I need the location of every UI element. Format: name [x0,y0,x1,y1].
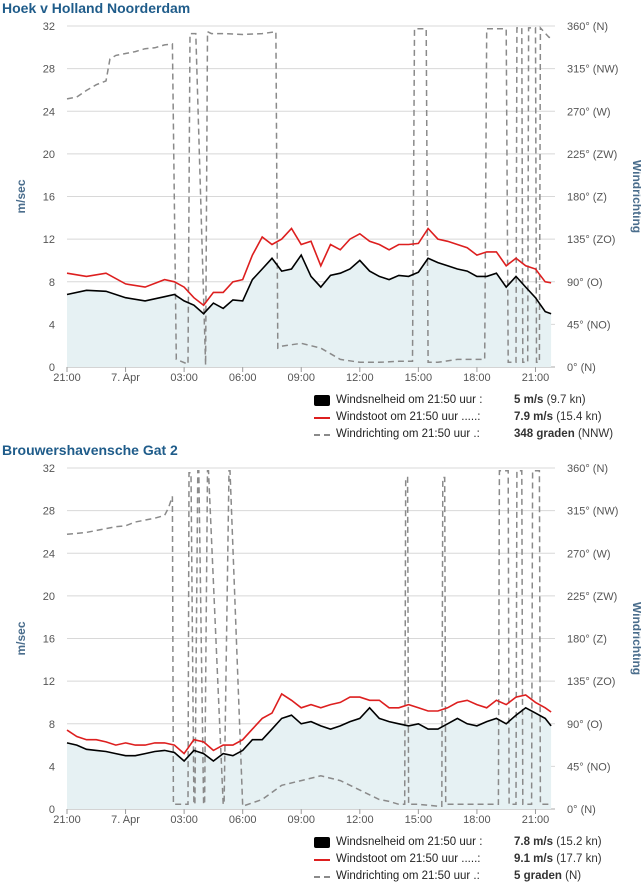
y-tick-label: 32 [43,21,55,33]
direction-series-line [66,25,552,366]
wind-chart: 0 4 8 12 16 20 24 28 32 0° (N) 45° (NO) 90° (O) 135°… [14,463,641,826]
y-tick-label: 28 [43,64,55,76]
gust-series-line [66,692,552,755]
legend-label: Windstoot om 21:50 uur .....: [336,853,481,865]
x-tick-label: 21:00 [522,372,550,384]
x-tick-label: 03:00 [170,814,198,826]
x-tick-label: 06:00 [229,372,257,384]
y2-tick-label: 315° (NW) [567,64,618,76]
legend-label: Windstoot om 21:50 uur .....: [336,411,481,423]
y-tick-label: 12 [43,676,55,688]
y-tick-label: 0 [49,804,55,816]
legend-value: 7.9 m/s (15.4 kn) [514,411,602,423]
y2-tick-label: 180° (Z) [567,634,607,646]
legend-label: Windsnelheid om 21:50 uur : [336,394,483,406]
y2-tick-label: 180° (Z) [567,192,607,204]
legend-value: 7.8 m/s (15.2 kn) [514,836,602,848]
legend-label: Windrichting om 21:50 uur .: [336,428,480,440]
x-tick-label: 15:00 [405,814,433,826]
direction-swatch [314,876,330,878]
y2-tick-label: 270° (W) [567,548,611,560]
station-title: Hoek v Holland Noorderdam [2,0,191,16]
y2-tick-label: 90° (O) [567,277,603,289]
y2-tick-label: 45° (NO) [567,761,611,773]
y-tick-label: 16 [43,634,55,646]
y2-tick-label: 315° (NW) [567,506,618,518]
x-tick-label: 12:00 [346,814,374,826]
station-panel-hoek: Hoek v Holland Noorderdam 0 4 8 12 16 20 24 28 3… [0,0,641,442]
y2-tick-label: 0° (N) [567,362,596,374]
y2-tick-label: 225° (ZW) [567,149,617,161]
y-tick-label: 4 [49,319,55,331]
legend-label: Windrichting om 21:50 uur .: [336,870,480,882]
x-tick-label: 12:00 [346,372,374,384]
gust-swatch [314,417,330,419]
y-tick-label: 24 [43,106,55,118]
direction-series-line [66,470,552,808]
gust-series-line [66,227,552,307]
y2-tick-label: 0° (N) [567,804,596,816]
x-tick-label: 21:00 [53,814,81,826]
y-tick-label: 28 [43,506,55,518]
x-tick-label: 18:00 [463,372,491,384]
legend-value: 5 m/s (9.7 kn) [514,394,586,406]
station-title: Brouwershavensche Gat 2 [2,442,178,458]
speed-series-line [66,706,552,763]
gust-swatch [314,859,330,861]
x-tick-label: 09:00 [287,372,315,384]
speed-area [67,707,552,809]
y2-tick-label: 360° (N) [567,463,608,475]
direction-swatch [314,434,330,436]
y-tick-label: 16 [43,192,55,204]
y2-axis-title: Windrichting [630,160,641,233]
x-tick-label: 7. Apr [111,372,140,384]
x-tick-label: 21:00 [53,372,81,384]
y2-tick-label: 45° (NO) [567,319,611,331]
station-panel-brouwershavensche: Brouwershavensche Gat 2 0 4 8 12 16 20 24 28 32 0… [0,442,641,884]
y-tick-label: 12 [43,234,55,246]
x-tick-label: 7. Apr [111,814,140,826]
x-tick-label: 06:00 [229,814,257,826]
y2-tick-label: 90° (O) [567,719,603,731]
legend-value: 5 graden (N) [514,870,582,882]
legend-value: 9.1 m/s (17.7 kn) [514,853,602,865]
y-tick-label: 0 [49,362,55,374]
legend-label: Windsnelheid om 21:50 uur : [336,836,483,848]
y-tick-label: 24 [43,548,55,560]
y2-axis-title: Windrichting [630,602,641,675]
y-tick-label: 20 [43,149,55,161]
x-tick-label: 18:00 [463,814,491,826]
y-axis-title: m/sec [14,621,28,655]
x-tick-label: 21:00 [522,814,550,826]
y-tick-label: 8 [49,719,55,731]
y-tick-label: 32 [43,463,55,475]
y2-tick-label: 360° (N) [567,21,608,33]
x-tick-label: 09:00 [287,814,315,826]
y2-tick-label: 135° (ZO) [567,234,615,246]
y-tick-label: 4 [49,761,55,773]
y-tick-label: 20 [43,591,55,603]
speed-series-line [66,253,552,315]
y2-tick-label: 135° (ZO) [567,676,615,688]
wind-chart: 0 4 8 12 16 20 24 28 32 0° (N) 45° (NO) 90° (O) 135°… [14,21,641,384]
y2-tick-label: 270° (W) [567,106,611,118]
legend-value: 348 graden (NNW) [514,428,614,440]
y-tick-label: 8 [49,277,55,289]
speed-swatch [314,837,330,848]
y-axis-title: m/sec [14,179,28,213]
x-tick-label: 03:00 [170,372,198,384]
speed-swatch [314,395,330,406]
y2-tick-label: 225° (ZW) [567,591,617,603]
x-tick-label: 15:00 [405,372,433,384]
